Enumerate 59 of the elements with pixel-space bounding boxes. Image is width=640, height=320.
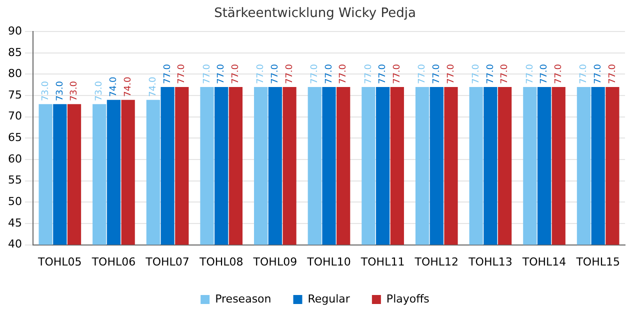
- y-tick-label: 90: [8, 24, 22, 38]
- x-tick-label: TOHL07: [144, 255, 190, 268]
- x-tick-label: TOHL06: [90, 255, 136, 268]
- y-tick-label: 85: [8, 46, 22, 59]
- data-label: 77.0: [500, 64, 510, 84]
- data-label: 77.0: [256, 64, 266, 84]
- data-label: 77.0: [392, 64, 403, 84]
- data-label: 77.0: [554, 64, 564, 84]
- data-label: 77.0: [525, 64, 536, 84]
- data-label: 74.0: [109, 76, 120, 97]
- x-tick-label: TOHL14: [521, 255, 566, 268]
- data-label: 77.0: [471, 64, 482, 84]
- data-label: 77.0: [364, 64, 374, 84]
- x-tick-label: TOHL12: [414, 255, 459, 268]
- data-label: 74.0: [148, 76, 159, 97]
- y-tick-label: 45: [8, 216, 22, 230]
- data-label: 77.0: [231, 64, 242, 84]
- data-label: 77.0: [432, 64, 442, 84]
- data-label: 73.0: [55, 80, 66, 102]
- x-tick-label: TOHL11: [360, 255, 405, 268]
- data-label: 77.0: [202, 64, 212, 84]
- data-label: 74.0: [123, 76, 134, 97]
- data-label: 77.0: [593, 64, 604, 84]
- legend-label: Preseason: [215, 292, 272, 306]
- data-label: 77.0: [579, 64, 590, 84]
- legend-label: Regular: [308, 292, 350, 306]
- y-tick-label: 70: [8, 110, 22, 123]
- data-label: 77.0: [324, 64, 334, 84]
- y-tick-label: 80: [8, 67, 22, 80]
- data-label: 73.0: [40, 80, 51, 102]
- data-label: 77.0: [162, 64, 173, 84]
- x-tick-label: TOHL09: [252, 255, 298, 268]
- data-label: 73.0: [70, 80, 80, 102]
- legend-label: Playoffs: [386, 292, 430, 306]
- data-label: 77.0: [486, 64, 496, 84]
- y-tick-label: 40: [8, 238, 22, 251]
- data-label: 77.0: [338, 64, 349, 84]
- x-tick-label: TOHL08: [198, 255, 244, 268]
- data-label: 77.0: [284, 64, 295, 84]
- y-tick-label: 75: [8, 88, 22, 102]
- data-label: 77.0: [310, 64, 320, 84]
- data-label: 77.0: [608, 64, 618, 84]
- chart-title: Stärkeentwicklung Wicky Pedja: [214, 6, 416, 22]
- data-label: 77.0: [446, 64, 456, 84]
- y-tick-label: 65: [8, 131, 22, 144]
- data-label: 77.0: [270, 64, 281, 84]
- x-tick-label: TOHL10: [306, 255, 351, 268]
- y-tick-label: 60: [8, 152, 22, 166]
- data-label: 77.0: [177, 64, 188, 84]
- x-tick-label: TOHL13: [468, 255, 512, 268]
- y-tick-label: 55: [8, 174, 22, 187]
- data-label: 77.0: [378, 64, 388, 84]
- x-tick-label: TOHL15: [575, 255, 620, 268]
- data-label: 77.0: [216, 64, 227, 84]
- y-tick-label: 50: [8, 195, 22, 208]
- data-label: 77.0: [418, 64, 428, 84]
- data-label: 73.0: [94, 80, 105, 102]
- x-tick-label: TOHL05: [37, 255, 82, 268]
- data-label: 77.0: [540, 64, 550, 84]
